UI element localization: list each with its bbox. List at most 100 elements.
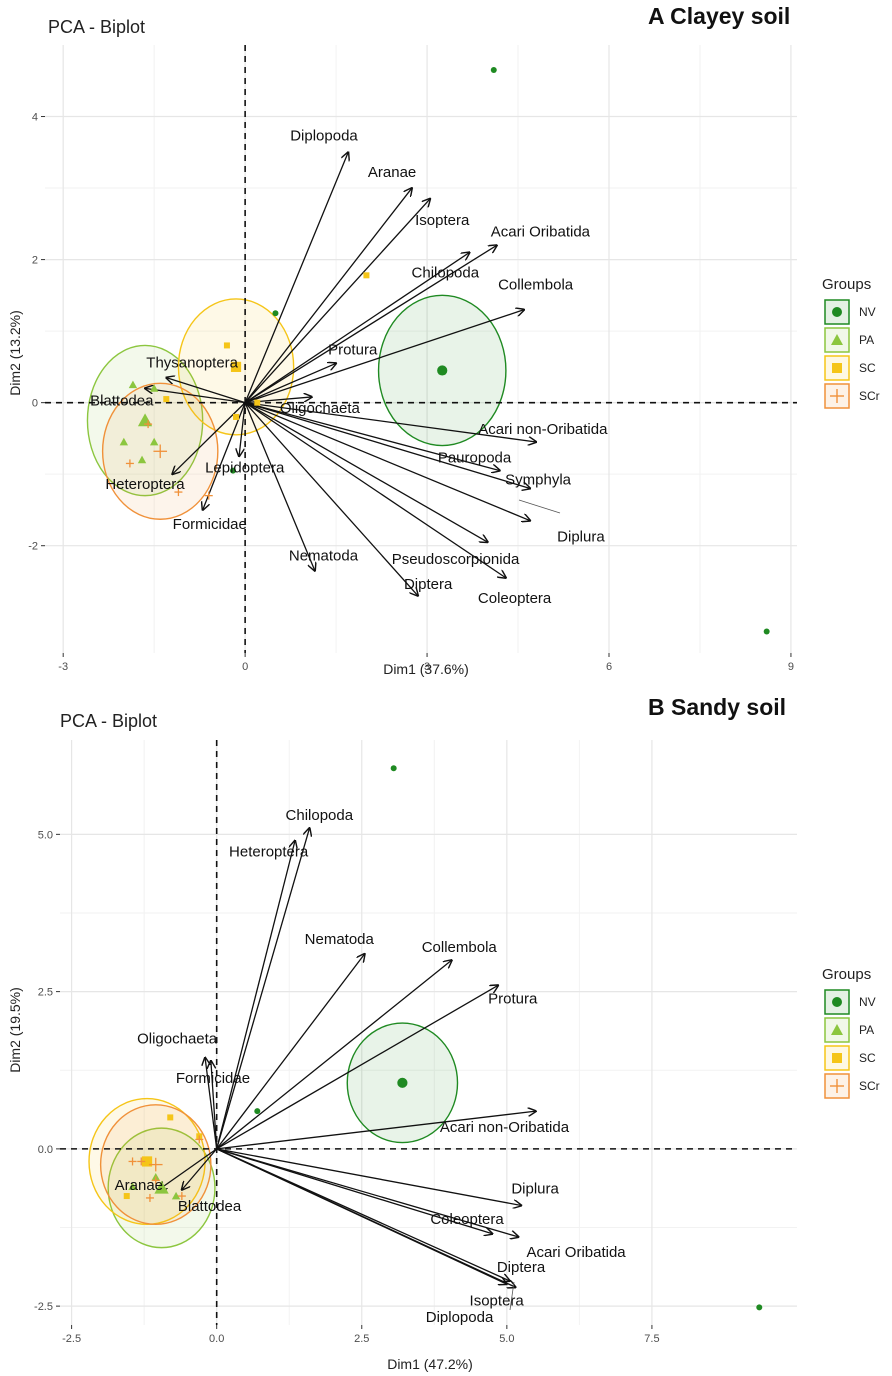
variable-label-formicidae: Formicidae — [176, 1070, 250, 1087]
variable-label-oligochaeta: Oligochaeta — [280, 400, 361, 417]
variable-label-diptera: Diptera — [404, 576, 453, 593]
x-tick-label: 9 — [788, 661, 794, 673]
legend-item-sc: SC — [825, 356, 876, 380]
variable-label-diptera: Diptera — [497, 1259, 546, 1276]
legend-label-sc: SC — [859, 1051, 876, 1065]
legend-symbol — [832, 307, 842, 317]
variable-label-blattodea: Blattodea — [90, 392, 154, 409]
legend-item-scr: SCr — [825, 1074, 880, 1098]
x-tick-label: 6 — [606, 661, 612, 673]
point-sc — [224, 342, 230, 348]
variable-label-formicidae: Formicidae — [173, 516, 247, 533]
panel-b-y-label: Dim2 (19.5%) — [7, 987, 23, 1073]
legend-label-nv: NV — [859, 305, 876, 319]
variable-label-protura: Protura — [488, 990, 538, 1007]
variable-label-diplura: Diplura — [511, 1180, 559, 1197]
centroid-nv — [397, 1078, 407, 1088]
variable-label-pauropoda: Pauropoda — [438, 450, 512, 467]
point-nv — [391, 765, 397, 771]
panel-a-clayey: Diplopoda Aranae Isoptera Acari Oribatida Ch… — [7, 3, 797, 677]
panel-a-y-label: Dim2 (13.2%) — [7, 310, 23, 396]
legend-symbol — [832, 997, 842, 1007]
point-nv — [491, 67, 497, 73]
variable-label-acari-oribatida: Acari Oribatida — [491, 223, 591, 240]
legend-title: Groups — [822, 966, 871, 983]
point-sc — [167, 1114, 173, 1120]
y-tick-label: 5.0 — [38, 829, 53, 841]
variable-label-lepidoptera: Lepidoptera — [205, 459, 285, 476]
legend-item-nv: NV — [825, 300, 876, 324]
legend-symbol — [832, 1053, 842, 1063]
point-sc — [124, 1193, 130, 1199]
variable-label-heteroptera: Heteroptera — [105, 476, 185, 493]
variable-label-thysanoptera: Thysanoptera — [146, 355, 238, 372]
legend-item-scr: SCr — [825, 384, 880, 408]
y-tick-label: 2 — [32, 255, 38, 267]
panel-b-title: PCA - Biplot — [60, 711, 157, 731]
legend-label-sc: SC — [859, 361, 876, 375]
x-tick-label: 5.0 — [499, 1333, 514, 1345]
legend-item-nv: NV — [825, 990, 876, 1014]
legend-label-scr: SCr — [859, 389, 880, 403]
variable-label-acari-non-oribatida: Acari non-Oribatida — [440, 1119, 570, 1136]
point-sc — [254, 400, 260, 406]
legend-label-nv: NV — [859, 995, 876, 1009]
variable-label-aranae: Aranae — [368, 164, 416, 181]
variable-label-coleoptera: Coleoptera — [478, 590, 552, 607]
point-sc — [233, 414, 239, 420]
point-nv — [272, 310, 278, 316]
point-nv — [254, 1108, 260, 1114]
variable-label-nematoda: Nematoda — [289, 548, 359, 565]
variable-label-coleoptera: Coleoptera — [430, 1211, 504, 1228]
variable-label-isoptera: Isoptera — [415, 212, 470, 229]
variable-label-acari-non-oribatida: Acari non-Oribatida — [478, 421, 608, 438]
variable-label-collembola: Collembola — [498, 277, 574, 294]
panel-a-title: PCA - Biplot — [48, 17, 145, 37]
variable-label-chilopoda: Chilopoda — [412, 264, 480, 281]
y-tick-label: 4 — [32, 112, 38, 124]
panel-a-tag: A Clayey soil — [648, 3, 790, 29]
legend-label-pa: PA — [859, 1023, 874, 1037]
x-tick-label: 7.5 — [644, 1333, 659, 1345]
x-tick-label: 0.0 — [209, 1333, 224, 1345]
variable-label-pseudoscorpionida: Pseudoscorpionida — [392, 551, 520, 568]
x-tick-label: -3 — [58, 661, 68, 673]
legend-item-sc: SC — [825, 1046, 876, 1070]
legend-symbol — [832, 363, 842, 373]
panel-b-sandy: Chilopoda Heteroptera Nematoda Collembola Pr… — [7, 694, 797, 1372]
pca-biplot-figure: Diplopoda Aranae Isoptera Acari Oribatida Ch… — [0, 0, 892, 1376]
panel-b-x-label: Dim1 (47.2%) — [387, 1356, 473, 1372]
point-sc — [363, 272, 369, 278]
y-tick-label: -2 — [28, 541, 38, 553]
y-tick-label: 2.5 — [38, 987, 53, 999]
variable-label-diplopoda: Diplopoda — [426, 1309, 494, 1326]
panel-a-x-label: Dim1 (37.6%) — [383, 661, 469, 677]
variable-label-chilopoda: Chilopoda — [286, 807, 354, 824]
y-tick-label: 0.0 — [38, 1144, 53, 1156]
legend-label-scr: SCr — [859, 1079, 880, 1093]
variable-label-protura: Protura — [328, 341, 378, 358]
panel-a-legend: Groups NV PA SC SCr — [822, 276, 880, 408]
x-tick-label: 0 — [242, 661, 248, 673]
variable-label-nematoda: Nematoda — [305, 931, 375, 948]
x-tick-label: 2.5 — [354, 1333, 369, 1345]
variable-label-collembola: Collembola — [422, 939, 498, 956]
x-tick-label: -2.5 — [62, 1333, 81, 1345]
legend-label-pa: PA — [859, 333, 874, 347]
panel-b-legend: Groups NV PA SC SCr — [822, 966, 880, 1098]
panel-b-tag: B Sandy soil — [648, 694, 786, 720]
variable-label-isoptera: Isoptera — [470, 1292, 525, 1309]
point-nv — [764, 629, 770, 635]
variable-label-oligochaeta: Oligochaeta — [137, 1031, 218, 1048]
variable-label-aranae: Aranae — [115, 1177, 163, 1194]
variable-label-heteroptera: Heteroptera — [229, 844, 309, 861]
legend-item-pa: PA — [825, 328, 874, 352]
y-tick-label: 0 — [32, 398, 38, 410]
variable-label-diplopoda: Diplopoda — [290, 127, 358, 144]
variable-label-symphyla: Symphyla — [505, 471, 572, 488]
legend-title: Groups — [822, 276, 871, 293]
legend-item-pa: PA — [825, 1018, 874, 1042]
point-sc — [163, 396, 169, 402]
centroid-nv — [437, 365, 447, 375]
point-nv — [756, 1304, 762, 1310]
